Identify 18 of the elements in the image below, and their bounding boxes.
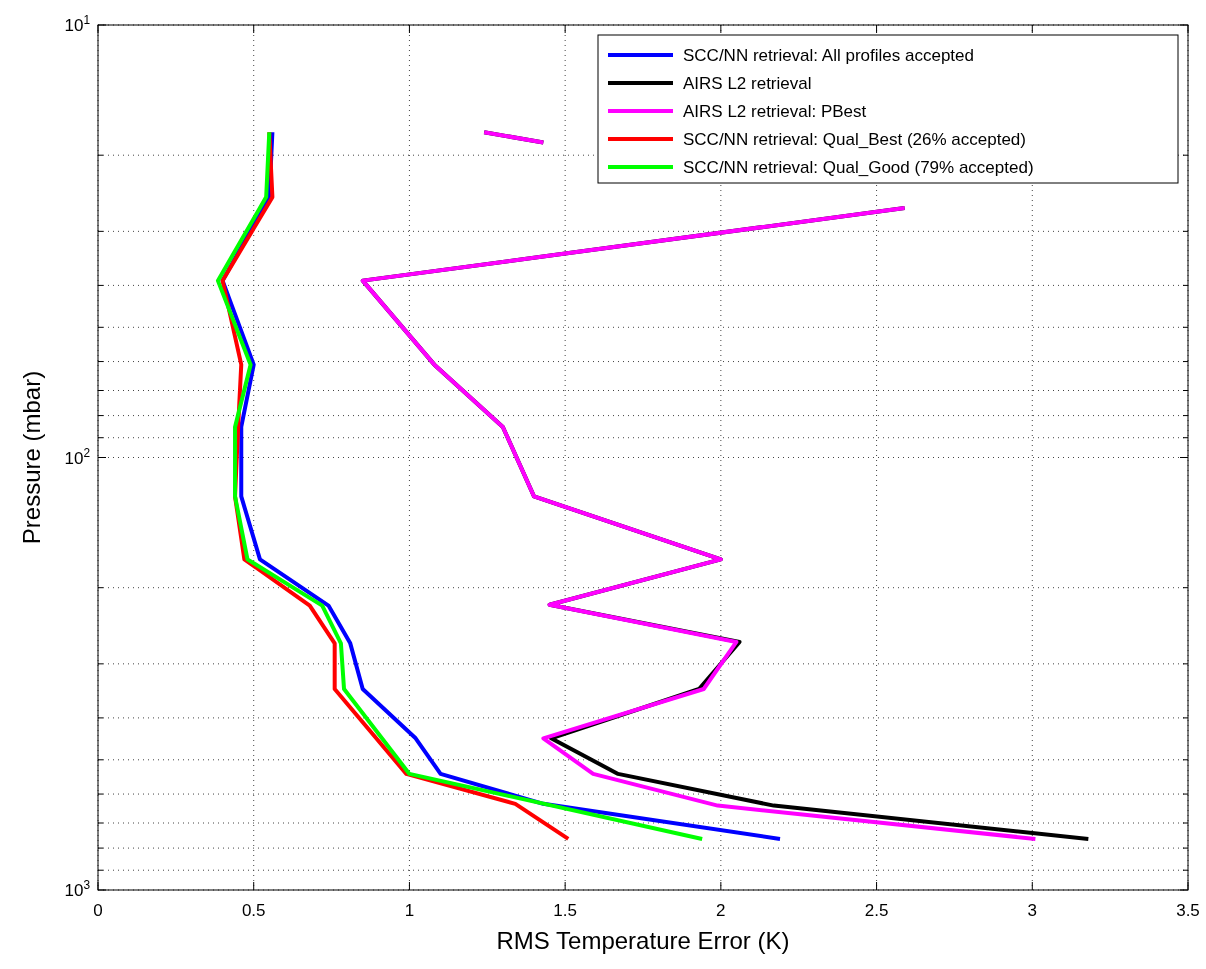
x-axis-title: RMS Temperature Error (K) xyxy=(496,927,790,954)
y-axis-title: Pressure (mbar) xyxy=(18,370,45,545)
x-tick-label: 3.5 xyxy=(1176,901,1200,920)
legend-label: SCC/NN retrieval: Qual_Good (79% accepted) xyxy=(683,158,1034,177)
y-tick-label: 10$^{2}$ xyxy=(64,445,91,468)
x-tick-label: 2 xyxy=(716,901,726,920)
x-tick-label: 0 xyxy=(93,901,103,920)
legend-label: AIRS L2 retrieval xyxy=(683,74,812,93)
legend-label: SCC/NN retrieval: All profiles accepted xyxy=(683,46,975,65)
y-tick-label: 10$^{1}$ xyxy=(64,13,91,35)
x-tick-label: 3 xyxy=(1027,901,1038,920)
x-tick-label: 1 xyxy=(404,901,415,920)
y-tick-label: 10$^{3}$ xyxy=(64,878,91,900)
x-tick-label: 1.5 xyxy=(553,901,577,920)
x-tick-label: 2.5 xyxy=(864,901,889,920)
x-tick-label: 0.5 xyxy=(241,901,266,920)
legend-label: SCC/NN retrieval: Qual_Best (26% accepted) xyxy=(683,130,1026,149)
legend-label: AIRS L2 retrieval: PBest xyxy=(683,102,867,121)
